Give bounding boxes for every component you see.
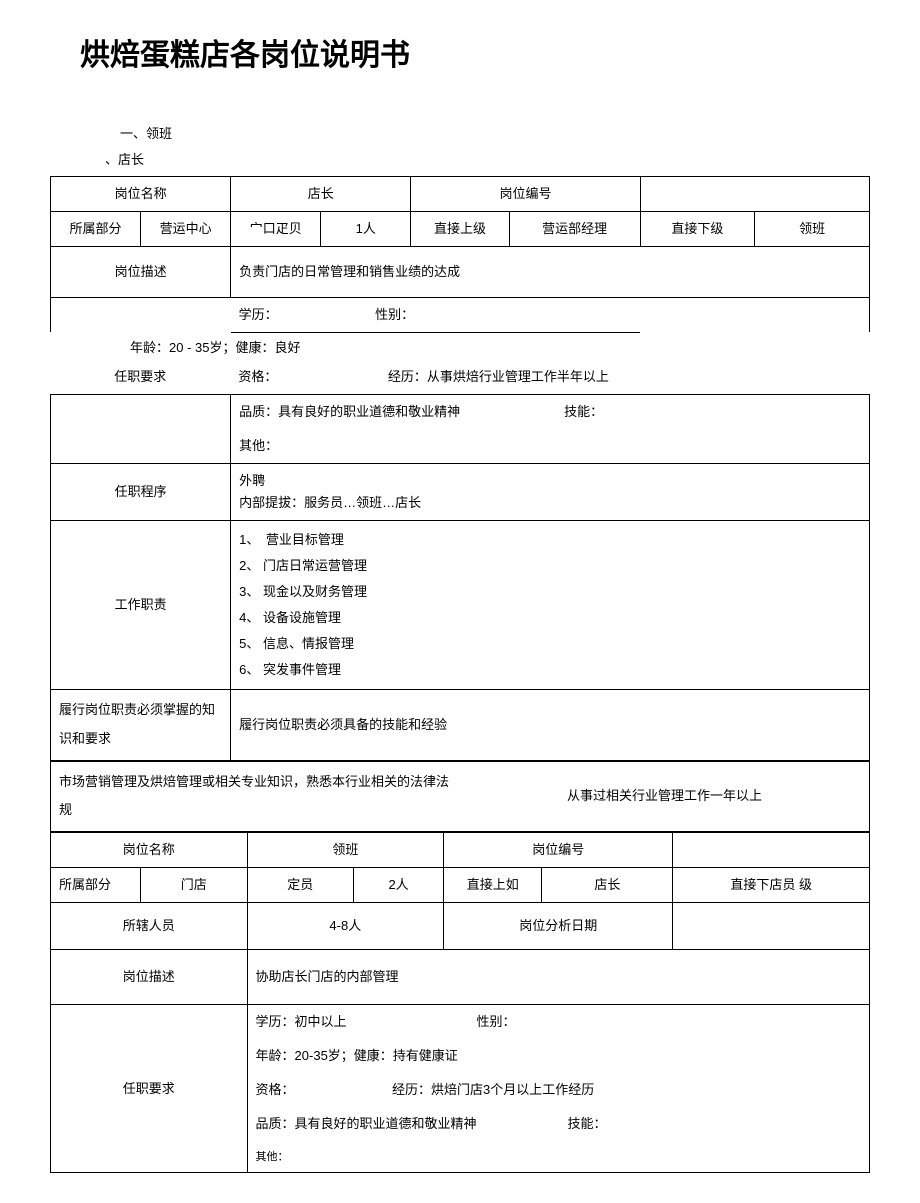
h-know: 履行岗位职责必须掌握的知识和要求 xyxy=(51,690,231,760)
duties-list: 1、 营业目标管理 2、 门店日常运营管理 3、 现金以及财务管理 4、 设备设… xyxy=(231,521,870,690)
qual-line2: 资格： 经历：烘焙门店3个月以上工作经历 xyxy=(247,1073,869,1107)
v-manage: 4-8人 xyxy=(247,903,444,950)
h-position2: 岗位名称 xyxy=(51,832,248,867)
h-position: 岗位名称 xyxy=(51,176,231,211)
other-line2: 其他： xyxy=(247,1142,869,1173)
v-superior2: 店长 xyxy=(542,867,673,902)
v-desc: 负责门店的日常管理和销售业绩的达成 xyxy=(231,246,870,297)
position-table-1: 岗位名称 店长 岗位编号 所属部分 营运中心 宀口疋贝 1人 直接上级 营运部经… xyxy=(50,176,870,333)
h-code: 岗位编号 xyxy=(411,176,640,211)
intro-line1: 一、领班 xyxy=(120,124,870,145)
v-position2: 领班 xyxy=(247,832,444,867)
v-know: 履行岗位职责必须具备的技能和经验 xyxy=(231,690,870,760)
position-table-1d: 市场营销管理及烘焙管理或相关专业知识，熟悉本行业相关的法律法规 从事过相关行业管… xyxy=(50,761,870,832)
v-code xyxy=(640,176,869,211)
h-superior2: 直接上如 xyxy=(444,867,542,902)
h-proc: 任职程序 xyxy=(51,464,231,521)
edu-line2: 学历：初中以上 性别： xyxy=(247,1005,869,1040)
know-left: 市场营销管理及烘焙管理或相关专业知识，熟悉本行业相关的法律法规 xyxy=(51,761,461,831)
edu-line: 学历： 性别： xyxy=(231,297,640,332)
h-req2: 任职要求 xyxy=(51,1005,248,1173)
v-position: 店长 xyxy=(231,176,411,211)
h-staff2: 定员 xyxy=(247,867,353,902)
know-right: 从事过相关行业管理工作一年以上 xyxy=(460,761,870,831)
h-staff: 宀口疋贝 xyxy=(231,211,321,246)
h-dept: 所属部分 xyxy=(51,211,141,246)
document-title: 烘焙蛋糕店各岗位说明书 xyxy=(80,30,870,74)
v-staff: 1人 xyxy=(321,211,411,246)
h-desc2: 岗位描述 xyxy=(51,950,248,1005)
v-code2 xyxy=(673,832,870,867)
other-line: 其他： xyxy=(231,429,870,464)
qual-line: 资格： 经历：从事烘焙行业管理工作半年以上 xyxy=(230,360,870,394)
age-line: 年龄：20 - 35岁；健康：良好 xyxy=(50,333,870,360)
h-manage: 所辖人员 xyxy=(51,903,248,950)
h-date: 岗位分析日期 xyxy=(444,903,673,950)
intro-line2: 、店长 xyxy=(105,150,870,171)
position-table-1b: 任职要求 资格： 经历：从事烘焙行业管理工作半年以上 xyxy=(50,360,870,394)
v-dept2: 门店 xyxy=(141,867,247,902)
v-desc2: 协助店长门店的内部管理 xyxy=(247,950,869,1005)
h-sub: 直接下级 xyxy=(640,211,755,246)
quality-line: 品质：具有良好的职业道德和敬业精神 技能： xyxy=(231,395,870,430)
h-code2: 岗位编号 xyxy=(444,832,673,867)
proc-lines: 外聘 内部提拔：服务员…领班…店长 xyxy=(231,464,870,521)
h-desc: 岗位描述 xyxy=(51,246,231,297)
v-superior: 营运部经理 xyxy=(509,211,640,246)
h-sub2: 直接下店员 级 xyxy=(673,867,870,902)
age-line2: 年龄：20-35岁；健康：持有健康证 xyxy=(247,1039,869,1073)
h-superior: 直接上级 xyxy=(411,211,509,246)
v-staff2: 2人 xyxy=(354,867,444,902)
v-dept: 营运中心 xyxy=(141,211,231,246)
position-table-1c: 品质：具有良好的职业道德和敬业精神 技能： 其他： 任职程序 外聘 内部提拔：服… xyxy=(50,394,870,761)
h-req: 任职要求 xyxy=(50,360,230,394)
h-duties: 工作职责 xyxy=(51,521,231,690)
position-table-2: 岗位名称 领班 岗位编号 所属部分 门店 定员 2人 直接上如 店长 直接下店员… xyxy=(50,832,870,1173)
h-dept2: 所属部分 xyxy=(51,867,141,902)
v-sub: 领班 xyxy=(755,211,870,246)
quality-line2: 品质：具有良好的职业道德和敬业精神 技能： xyxy=(247,1107,869,1141)
